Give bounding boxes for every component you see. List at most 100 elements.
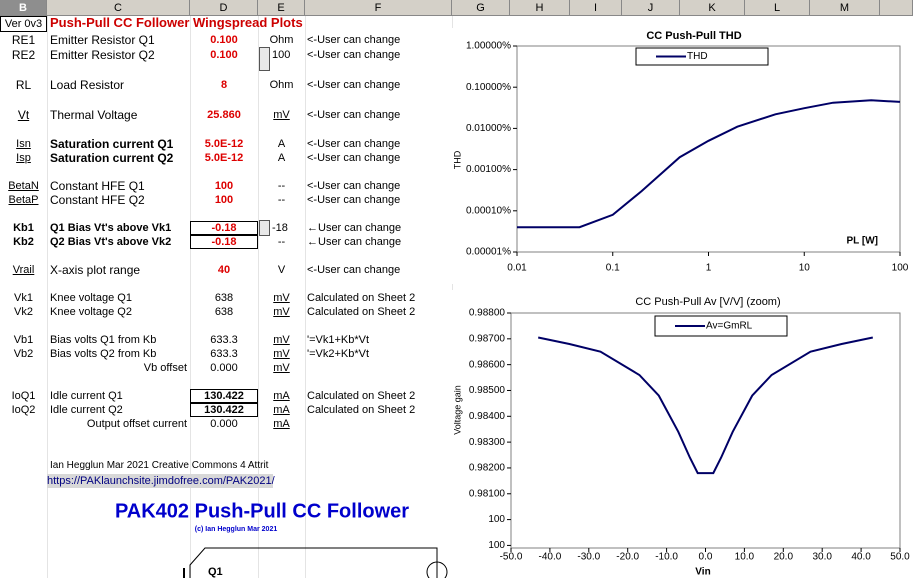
legend-label: THD [687, 51, 708, 62]
row-unit: mV [273, 362, 290, 374]
row-value: 0.000 [210, 418, 238, 430]
link[interactable]: https://PAKlaunchsite.jimdofree.com/PAK2… [47, 474, 275, 488]
x-tick-label: 20.0 [774, 552, 794, 563]
row-value: 0.100 [210, 49, 238, 61]
x-tick-label: 10.0 [735, 552, 755, 563]
column-header: D [190, 0, 258, 16]
row-unit: mV [273, 306, 290, 318]
y-tick-label: 100 [488, 514, 505, 525]
y-tick-label: 0.01000% [466, 123, 511, 134]
row-note: '=Vk1+Kb*Vt [307, 334, 370, 346]
row-label: Kb2 [13, 236, 34, 248]
y-tick-label: 0.98600 [469, 359, 506, 370]
row-note: <-User can change [307, 152, 401, 164]
data-line [537, 336, 874, 475]
row-description: Idle current Q1 [50, 390, 123, 402]
row-value: 130.422 [190, 389, 258, 403]
row-note: <-User can change [307, 194, 401, 206]
y-tick-label: 0.98100 [469, 488, 506, 499]
x-tick-label: 100 [892, 263, 909, 274]
y-tick-label: 0.98200 [469, 463, 506, 474]
column-line [190, 16, 191, 578]
row-unit: mV [273, 348, 290, 360]
x-tick-label: -50.0 [500, 552, 523, 563]
row-note: <-User can change [307, 264, 401, 276]
column-header: B [0, 0, 47, 16]
row-label: Kb1 [13, 222, 34, 234]
chart-title: CC Push-Pull Av [V/V] (zoom) [635, 296, 780, 308]
column-header: E [258, 0, 305, 16]
column-line [258, 16, 259, 578]
row-label: RE2 [11, 48, 36, 62]
data-line [517, 99, 901, 229]
row-value: 5.0E-12 [204, 152, 244, 164]
column-header: L [745, 0, 810, 16]
row-unit: A [277, 152, 286, 164]
spinner[interactable] [259, 220, 270, 236]
row-unit: -- [277, 236, 286, 248]
y-tick-label: 1.00000% [466, 41, 511, 52]
row-description: Knee voltage Q2 [50, 306, 132, 318]
row-value: 40 [217, 264, 231, 276]
column-line [305, 16, 306, 578]
row-note: '=Vk2+Kb*Vt [307, 348, 370, 360]
row-description: Knee voltage Q1 [50, 292, 132, 304]
row-description: Emitter Resistor Q2 [50, 48, 155, 62]
x-tick-label: 10 [799, 263, 811, 274]
row-unit: mV [273, 109, 290, 121]
row-note: Calculated on Sheet 2 [307, 292, 416, 304]
row-unit: -- [277, 194, 286, 206]
row-label: Vk1 [14, 292, 33, 304]
column-header: H [510, 0, 570, 16]
x-tick-label: 30.0 [812, 552, 832, 563]
row-unit: Ohm [269, 79, 294, 91]
row-note: ←User can change [307, 236, 402, 248]
row-value: 0.000 [210, 362, 238, 374]
credit: Ian Hegglun Mar 2021 Creative Commons 4 … [50, 460, 269, 471]
row-label: BetaP [8, 194, 39, 206]
row-description: Constant HFE Q1 [50, 179, 145, 193]
row-value: 633.3 [210, 348, 238, 360]
row-unit: mA [273, 404, 290, 416]
schematic-label: Q1 [208, 566, 223, 578]
row-label: Vb1 [13, 334, 34, 346]
version-cell: Ver 0v3 [0, 16, 47, 32]
column-header: G [452, 0, 510, 16]
column-line [47, 16, 48, 578]
row-note: Calculated on Sheet 2 [307, 390, 416, 402]
row-note: Calculated on Sheet 2 [307, 306, 416, 318]
legend-box [654, 315, 788, 337]
x-tick-label: 0.0 [699, 552, 713, 563]
row-description: Constant HFE Q2 [50, 193, 145, 207]
row-label: RL [15, 78, 32, 92]
x-tick-label: 40.0 [851, 552, 871, 563]
y-tick-label: 0.00010% [466, 205, 511, 216]
legend-box [635, 47, 769, 66]
y-tick-label: 0.98300 [469, 437, 506, 448]
x-tick-label: 50.0 [890, 552, 910, 563]
column-header: K [680, 0, 745, 16]
row-value: 130.422 [190, 403, 258, 417]
row-description: Bias volts Q2 from Kb [50, 348, 157, 360]
row-value: 100 [214, 180, 234, 192]
row-description: Output offset current [86, 418, 187, 430]
y-tick-label: 0.98700 [469, 333, 506, 344]
spinner[interactable] [259, 47, 270, 71]
row-label: IoQ2 [11, 404, 36, 416]
row-note: <-User can change [307, 138, 401, 150]
row-note: Calculated on Sheet 2 [307, 404, 416, 416]
row-unit: mA [273, 390, 290, 402]
row-description: Thermal Voltage [50, 108, 138, 122]
row-unit: mV [273, 292, 290, 304]
row-note: <-User can change [307, 79, 401, 91]
row-description: Q2 Bias Vt's above Vk2 [50, 236, 172, 248]
y-tick-label: 0.98400 [469, 411, 506, 422]
y-tick-label: 0.10000% [466, 82, 511, 93]
row-unit: Ohm [269, 34, 294, 46]
row-note: <-User can change [307, 109, 401, 121]
x-tick-label: -10.0 [655, 552, 678, 563]
x-tick-label: 1 [706, 263, 712, 274]
y-tick-label: 0.00100% [466, 164, 511, 175]
row-label: BetaN [8, 180, 39, 192]
